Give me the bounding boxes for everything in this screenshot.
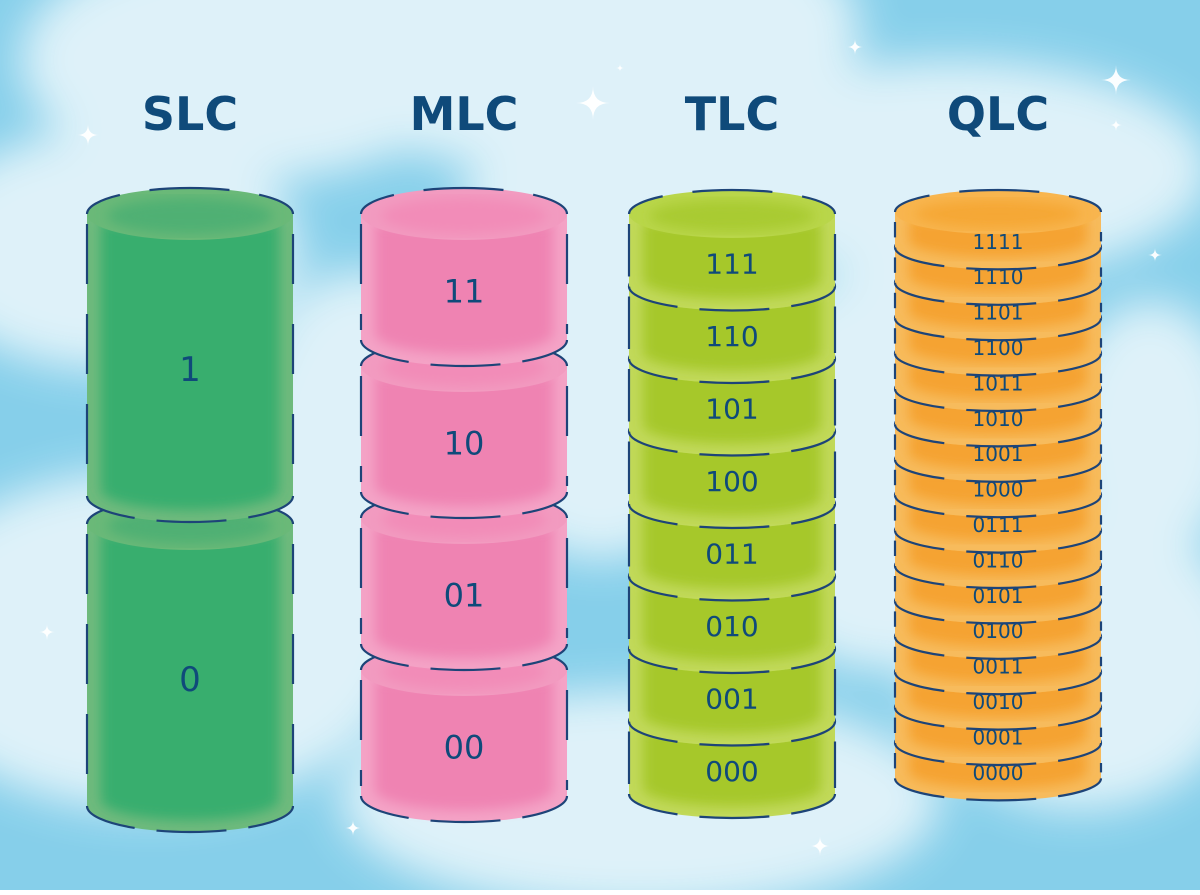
- cell-outline-bottom: [893, 707, 1103, 731]
- cell-face: [375, 678, 553, 810]
- cell-outline-bottom: [359, 643, 569, 672]
- cell-top-inner: [915, 200, 1081, 228]
- cell-outline-bottom: [627, 648, 837, 675]
- cloud: [260, 0, 860, 170]
- cell-value-label: 01: [444, 577, 485, 615]
- column-title-slc: SLC: [142, 87, 238, 141]
- cell-value-label: 010: [705, 610, 758, 643]
- cell-value-label: 000: [705, 755, 758, 788]
- cell-outline-bottom: [893, 495, 1103, 519]
- slc-cell: 0: [85, 496, 295, 834]
- cell-outline-bottom: [893, 778, 1103, 802]
- sparkle-icon: [77, 124, 99, 146]
- cell-outline-bottom: [627, 358, 837, 385]
- cell-outline-bottom: [893, 282, 1103, 306]
- cell-face: [643, 657, 821, 734]
- cell-value-label: 011: [705, 537, 758, 570]
- cell-stacks: 0100011011000001010011100101110111000000…: [85, 186, 1103, 834]
- sparkle-icon: [1101, 65, 1131, 95]
- cell-outline-bottom: [893, 247, 1103, 271]
- cell-outline-bottom: [893, 388, 1103, 413]
- mlc-stack: 00 01 10 11: [359, 186, 569, 824]
- sparkle-decorations: [39, 39, 1162, 856]
- cell-outline-bottom: [627, 721, 837, 747]
- mlc-cell: 00: [359, 642, 569, 824]
- cell-face: [643, 512, 821, 589]
- cell-outline-bottom: [893, 424, 1103, 448]
- cell-value-label: 1111: [973, 230, 1024, 254]
- sparkle-icon: [1148, 248, 1162, 262]
- tlc-stack: 000 001 010 011 100 101 110 111: [627, 188, 837, 820]
- cell-top-inner: [381, 198, 547, 234]
- cell-outline-bottom: [85, 495, 295, 524]
- cell-value-label: 00: [444, 729, 485, 767]
- cell-outline-bottom: [85, 805, 295, 834]
- cell-outline-bottom: [359, 491, 569, 520]
- cell-face: [375, 526, 553, 658]
- cell-top-inner: [107, 198, 273, 234]
- column-title-qlc: QLC: [947, 87, 1049, 141]
- qlc-cell: 1111: [893, 188, 1103, 271]
- cell-value-label: 10: [444, 425, 485, 463]
- cell-outline-bottom: [627, 286, 837, 312]
- sparkle-icon: [810, 836, 830, 856]
- cell-face: [643, 729, 821, 806]
- cell-outline-top: [893, 188, 1103, 213]
- cell-face: [643, 439, 821, 516]
- cell-outline-bottom: [627, 503, 837, 530]
- cell-outline-bottom: [627, 793, 837, 820]
- cell-outline-top: [627, 188, 837, 215]
- slc-cell: 1: [85, 186, 295, 524]
- mlc-cell: 01: [359, 490, 569, 672]
- cell-value-label: 101: [705, 392, 758, 425]
- cell-face: [101, 532, 279, 820]
- sparkle-icon: [616, 64, 624, 72]
- sparkle-icon: [576, 86, 610, 120]
- cell-face: [643, 222, 821, 299]
- sparkle-icon: [345, 820, 361, 836]
- cell-value-label: 001: [705, 682, 758, 715]
- cell-top-inner: [649, 200, 815, 232]
- sparkle-icon: [39, 624, 55, 640]
- tlc-cell: 111: [627, 188, 837, 312]
- sparkle-icon: [1110, 119, 1122, 131]
- qlc-stack: 0000000100100011010001010110011110001001…: [893, 188, 1103, 802]
- cell-face: [643, 584, 821, 661]
- cell-outline-bottom: [627, 576, 837, 602]
- cell-face: [101, 222, 279, 510]
- cell-face: [375, 222, 553, 354]
- slc-stack: 01: [85, 186, 295, 834]
- cell-value-label: 1: [179, 350, 201, 390]
- column-title-mlc: MLC: [410, 87, 519, 141]
- cell-value-label: 100: [705, 465, 758, 498]
- cell-outline-bottom: [893, 742, 1103, 767]
- column-title-tlc: TLC: [685, 87, 779, 141]
- cell-outline-bottom: [893, 530, 1103, 554]
- cell-outline-bottom: [893, 636, 1103, 660]
- cell-outline-bottom: [893, 353, 1103, 377]
- cell-value-label: 0: [179, 660, 201, 700]
- cell-outline-bottom: [627, 431, 837, 457]
- mlc-cell: 11: [359, 186, 569, 368]
- cell-outline-top: [85, 186, 295, 215]
- cell-outline-top: [359, 186, 569, 215]
- cell-outline-bottom: [359, 795, 569, 824]
- cell-outline-bottom: [893, 672, 1103, 696]
- column-titles: SLC MLC TLC QLC: [142, 87, 1049, 141]
- cell-outline-bottom: [359, 339, 569, 368]
- cell-face: [643, 367, 821, 444]
- cell-value-label: 110: [705, 320, 758, 353]
- cell-outline-bottom: [893, 318, 1103, 342]
- cell-outline-bottom: [893, 565, 1103, 590]
- cell-face: [375, 374, 553, 506]
- cell-value-label: 111: [705, 247, 758, 280]
- cell-outline-bottom: [893, 601, 1103, 625]
- cell-face: [643, 294, 821, 371]
- cell-outline-bottom: [893, 459, 1103, 483]
- sparkle-icon: [847, 39, 863, 55]
- cell-value-label: 11: [444, 273, 485, 311]
